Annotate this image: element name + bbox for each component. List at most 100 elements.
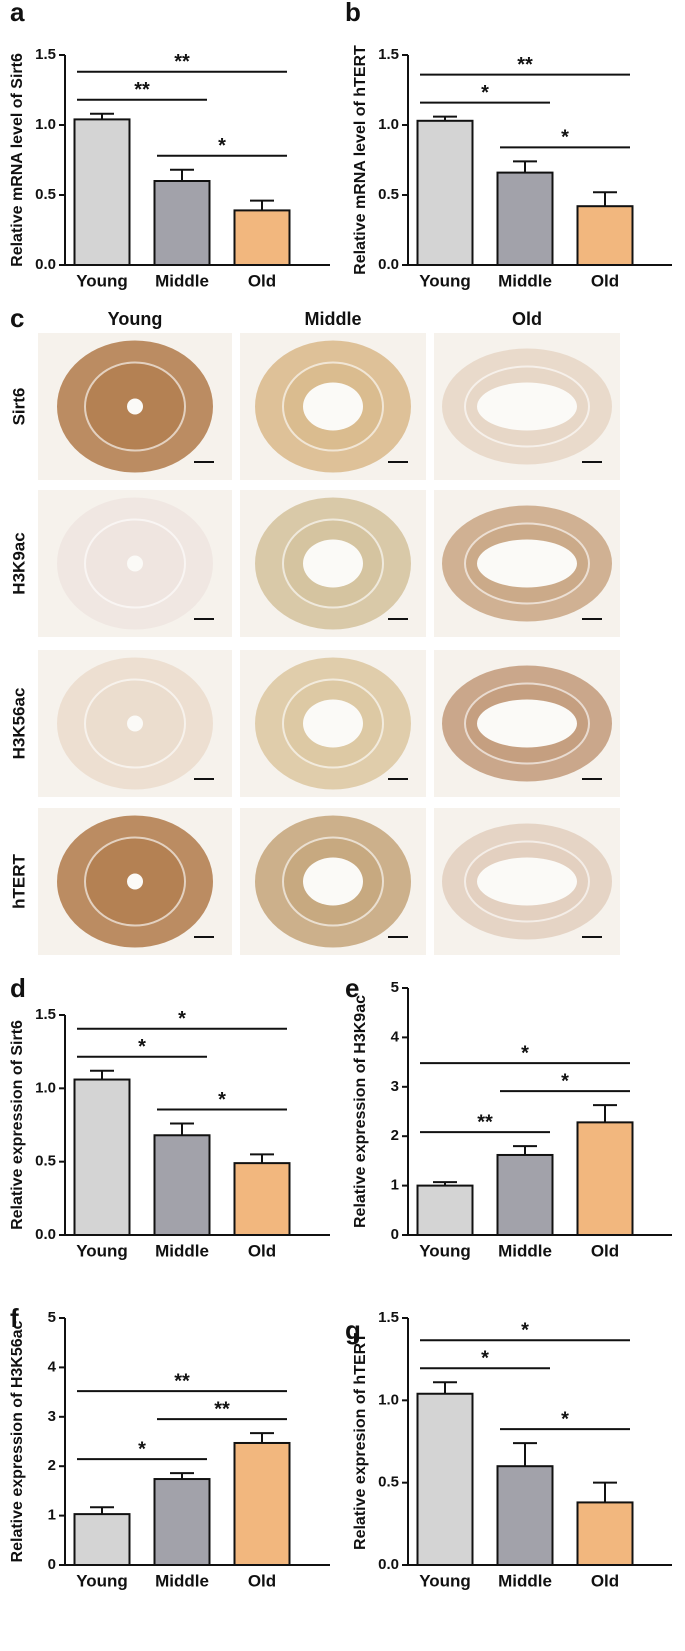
significance-label: * [178,1008,186,1030]
panel-label: g [345,1315,361,1345]
y-axis-label: Relative expression of H3K9ac [352,995,369,1228]
vessel-lumen [303,857,363,906]
x-tick-label: Middle [155,1241,209,1260]
significance-label: ** [214,1398,230,1420]
vessel-lumen [303,699,363,748]
y-tick-label: 1.0 [378,116,399,133]
bar [416,119,474,266]
y-axis-label: Relative expression of H3K56ac [9,1320,26,1562]
y-axis-label: Relative expresion of hTERT [352,1333,369,1550]
bar [153,1478,211,1566]
panel-label: c [10,303,24,333]
bar [153,180,211,266]
x-tick-label: Old [591,1571,619,1590]
y-tick-label: 1.0 [378,1391,399,1408]
y-tick-label: 1.5 [35,46,56,63]
column-header: Middle [305,309,362,329]
significance-label: ** [174,51,190,73]
y-tick-label: 1.0 [35,116,56,133]
bar [153,1134,211,1237]
y-tick-label: 0.0 [378,256,399,273]
significance-label: * [138,1036,146,1058]
vessel-lumen [127,398,143,415]
y-tick-label: 2 [391,1127,399,1144]
bar [576,1121,634,1237]
bar [496,1153,554,1237]
row-label: hTERT [9,854,28,909]
panel-label: d [10,973,26,1003]
significance-label: * [561,127,569,149]
y-tick-label: 0.0 [378,1556,399,1573]
x-tick-label: Old [591,271,619,290]
y-axis-label: Relative mRNA level of Sirt6 [9,53,26,267]
y-tick-label: 3 [48,1408,56,1425]
vessel-lumen [477,857,577,906]
y-axis-label: Relative mRNA level of hTERT [352,45,369,275]
vessel-lumen [127,555,143,572]
y-tick-label: 1.5 [378,1309,399,1326]
vessel-lumen [127,715,143,732]
significance-label: * [521,1320,529,1342]
y-tick-label: 0 [48,1556,56,1573]
significance-label: ** [174,1370,190,1392]
vessel-lumen [477,539,577,588]
column-header: Old [512,309,542,329]
bar [416,1392,474,1567]
x-tick-label: Old [248,271,276,290]
y-tick-label: 4 [391,1028,400,1045]
significance-label: ** [517,54,533,76]
row-label: Sirt6 [9,388,28,426]
y-tick-label: 1 [48,1507,56,1524]
x-tick-label: Old [591,1241,619,1260]
y-tick-label: 0.0 [35,1226,56,1243]
vessel-lumen [303,539,363,588]
bar [576,1501,634,1566]
y-tick-label: 5 [48,1309,56,1326]
significance-label: * [521,1042,529,1064]
y-tick-label: 1.5 [35,1006,56,1023]
bar [73,1078,131,1236]
y-tick-label: 3 [391,1078,399,1095]
significance-label: * [218,1089,226,1111]
x-tick-label: Young [76,1241,128,1260]
panel-label: e [345,973,359,1003]
x-tick-label: Young [419,1571,471,1590]
significance-label: * [481,82,489,104]
bar [576,205,634,266]
y-tick-label: 0.5 [35,1153,56,1170]
significance-label: * [561,1070,569,1092]
y-axis-label: Relative expression of Sirt6 [9,1020,26,1230]
row-label: H3K56ac [9,688,28,760]
significance-label: * [138,1438,146,1460]
y-tick-label: 1.0 [35,1079,56,1096]
y-tick-label: 5 [391,979,399,996]
x-tick-label: Young [76,271,128,290]
vessel-lumen [303,382,363,431]
x-tick-label: Middle [155,271,209,290]
bar [73,1513,131,1567]
y-tick-label: 0.5 [378,186,399,203]
y-tick-label: 4 [48,1358,57,1375]
vessel-lumen [477,699,577,748]
x-tick-label: Old [248,1571,276,1590]
x-tick-label: Middle [155,1571,209,1590]
x-tick-label: Old [248,1241,276,1260]
x-tick-label: Middle [498,1241,552,1260]
bar [233,1441,291,1567]
panel-label: f [10,1303,19,1333]
y-tick-label: 2 [48,1457,56,1474]
y-tick-label: 0.0 [35,256,56,273]
bar [496,171,554,267]
y-tick-label: 0.5 [378,1474,399,1491]
significance-label: * [481,1348,489,1370]
panel-label: a [10,0,25,27]
column-header: Young [108,309,163,329]
bar [233,1162,291,1236]
y-tick-label: 0 [391,1226,399,1243]
bar [416,1184,474,1236]
x-tick-label: Middle [498,271,552,290]
y-tick-label: 1.5 [378,46,399,63]
bar [496,1465,554,1566]
significance-label: ** [477,1111,493,1133]
bar [73,118,131,267]
